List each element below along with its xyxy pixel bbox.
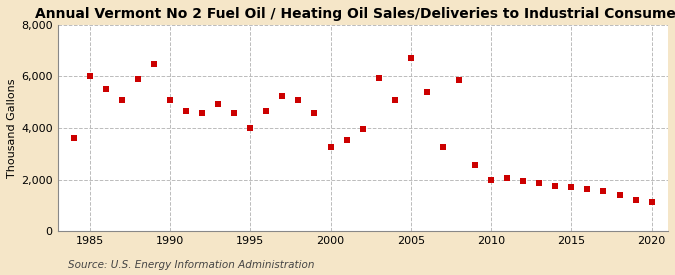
Y-axis label: Thousand Gallons: Thousand Gallons — [7, 78, 17, 178]
Point — [454, 78, 464, 82]
Point — [582, 186, 593, 191]
Point — [357, 127, 368, 131]
Point — [470, 163, 481, 168]
Point — [309, 110, 320, 115]
Point — [598, 189, 609, 193]
Point — [630, 198, 641, 202]
Point — [325, 145, 336, 150]
Point — [614, 193, 625, 197]
Point — [213, 101, 223, 106]
Point — [68, 136, 79, 141]
Point — [550, 184, 561, 188]
Point — [229, 110, 240, 115]
Point — [502, 176, 512, 180]
Point — [341, 138, 352, 142]
Point — [534, 181, 545, 186]
Point — [132, 77, 143, 81]
Point — [389, 97, 400, 102]
Point — [406, 56, 416, 60]
Point — [181, 109, 192, 114]
Point — [373, 76, 384, 80]
Point — [293, 97, 304, 102]
Point — [421, 90, 432, 94]
Point — [245, 126, 256, 130]
Point — [261, 109, 272, 114]
Point — [518, 179, 529, 183]
Point — [116, 97, 127, 102]
Point — [101, 87, 111, 92]
Point — [196, 110, 207, 115]
Point — [84, 74, 95, 79]
Point — [566, 185, 576, 189]
Title: Annual Vermont No 2 Fuel Oil / Heating Oil Sales/Deliveries to Industrial Consum: Annual Vermont No 2 Fuel Oil / Heating O… — [34, 7, 675, 21]
Point — [437, 145, 448, 150]
Point — [165, 97, 176, 102]
Point — [646, 199, 657, 204]
Text: Source: U.S. Energy Information Administration: Source: U.S. Energy Information Administ… — [68, 260, 314, 270]
Point — [486, 177, 497, 182]
Point — [148, 61, 159, 66]
Point — [277, 94, 288, 98]
